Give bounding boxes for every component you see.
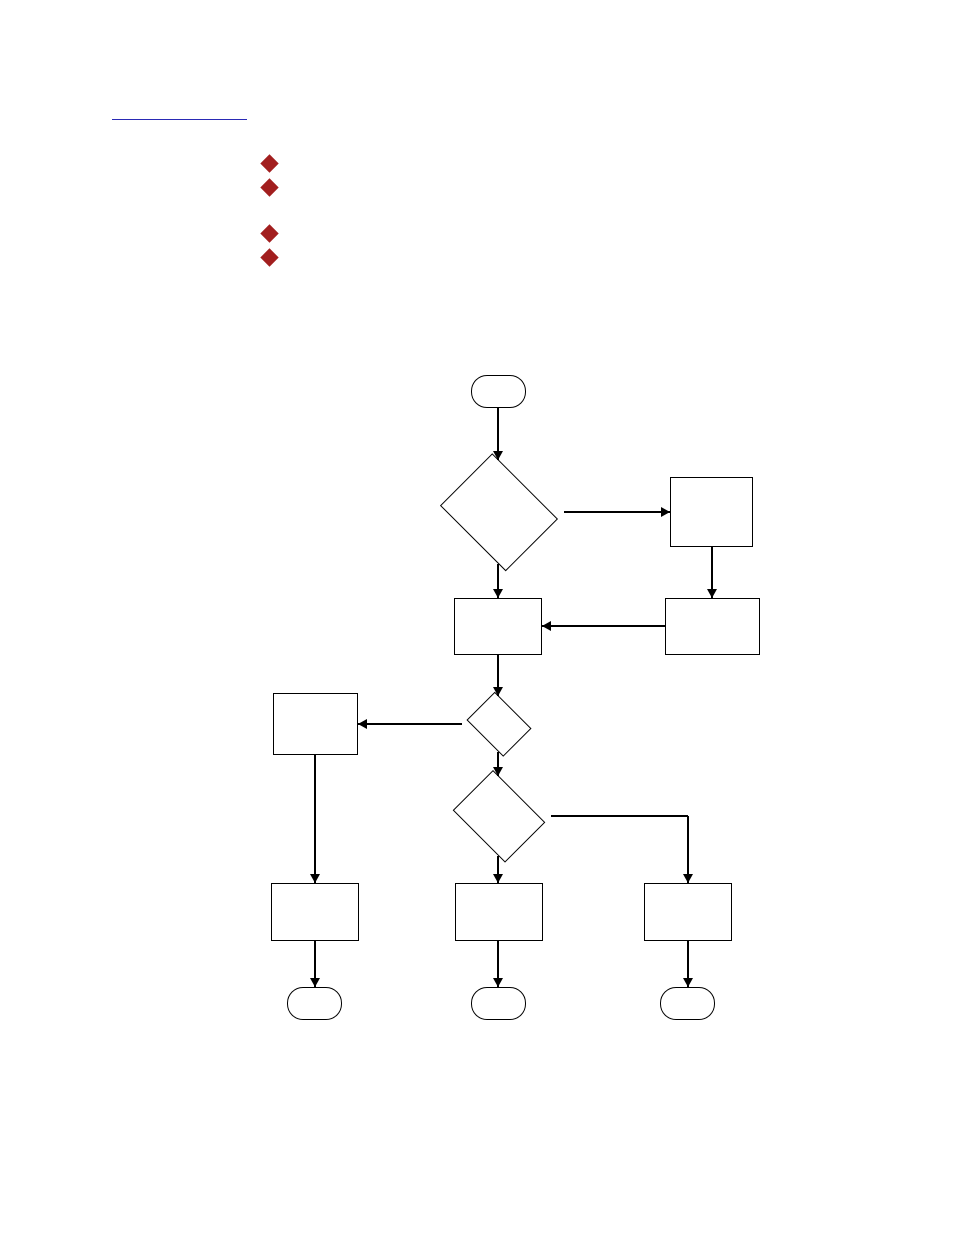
flowchart-terminator bbox=[471, 375, 526, 408]
arrowhead-icon bbox=[493, 978, 503, 987]
arrowhead-icon bbox=[661, 507, 670, 517]
arrowhead-icon bbox=[707, 589, 717, 598]
arrowhead-icon bbox=[493, 451, 503, 460]
flowchart-edge-segment bbox=[564, 511, 670, 513]
flowchart-edge-segment bbox=[551, 815, 688, 817]
arrowhead-icon bbox=[493, 767, 503, 776]
flowchart-edge-segment bbox=[314, 755, 316, 883]
flowchart-process bbox=[670, 477, 753, 547]
flowchart-process bbox=[271, 883, 359, 941]
flowchart-terminator bbox=[287, 987, 342, 1020]
flowchart-decision bbox=[462, 696, 535, 752]
arrowhead-icon bbox=[493, 687, 503, 696]
arrowhead-icon bbox=[493, 589, 503, 598]
flowchart-terminator bbox=[471, 987, 526, 1020]
flowchart-process bbox=[455, 883, 543, 941]
flowchart-terminator bbox=[660, 987, 715, 1020]
diamond-bullet-icon bbox=[260, 224, 278, 242]
arrowhead-icon bbox=[683, 978, 693, 987]
diamond-bullet-icon bbox=[260, 248, 278, 266]
page-root bbox=[0, 0, 954, 1235]
flowchart-edge-segment bbox=[542, 625, 665, 627]
flowchart-process bbox=[644, 883, 732, 941]
flowchart-edge-segment bbox=[687, 816, 689, 883]
diamond-bullet-icon bbox=[260, 154, 278, 172]
arrowhead-icon bbox=[683, 874, 693, 883]
arrowhead-icon bbox=[542, 621, 551, 631]
flowchart-process bbox=[454, 598, 542, 655]
diamond-bullet-icon bbox=[260, 178, 278, 196]
flowchart-decision bbox=[447, 776, 551, 856]
arrowhead-icon bbox=[493, 874, 503, 883]
flowchart-process bbox=[273, 693, 358, 755]
arrowhead-icon bbox=[310, 978, 320, 987]
arrowhead-icon bbox=[310, 874, 320, 883]
flowchart-edge-segment bbox=[358, 723, 462, 725]
arrowhead-icon bbox=[358, 719, 367, 729]
flowchart-decision bbox=[433, 460, 564, 564]
top-link-underline bbox=[112, 119, 247, 120]
flowchart-process bbox=[665, 598, 760, 655]
